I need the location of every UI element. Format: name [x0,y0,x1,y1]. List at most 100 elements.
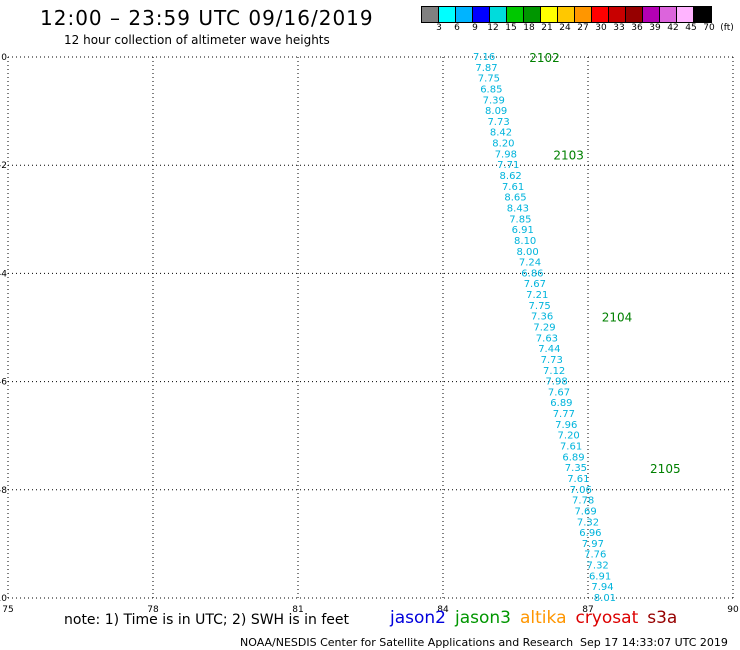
swh-value: 8.00 [516,247,538,258]
swh-value: 7.67 [524,279,546,290]
swh-value: 7.98 [545,377,567,388]
swh-value: 6.89 [550,398,572,409]
swh-value: 7.75 [529,301,551,312]
swh-value: 7.16 [473,52,495,63]
mission-label-jason2: jason2 [390,608,446,628]
color-scale-labels: 3 6 9 12 15 18 21 24 27 30 33 36 39 42 45 70 (ft) [421,23,740,35]
swh-value: 7.73 [541,355,563,366]
pass-time-label: 2105 [650,462,681,476]
x-tick-label: 87 [582,605,593,615]
swh-value: 7.77 [553,409,575,420]
axis-labels: 75 78 81 84 87 90 0 -2 -4 -6 -8 -10 [0,53,739,615]
x-tick-label: 81 [292,605,303,615]
color-scale-label: 12 [487,23,499,33]
mission-label-s3a: s3a [647,608,678,628]
color-scale-label: 70 [703,23,715,33]
swh-value: 7.12 [543,366,565,377]
credit-text: NOAA/NESDIS Center for Satellite Applica… [240,636,574,649]
x-tick-label: 84 [437,605,449,615]
color-scale-label: 33 [613,23,625,33]
color-scale-legend [421,6,712,23]
swh-value: 6.86 [521,268,543,279]
pass-time-label: 2102 [529,51,560,65]
swh-value: 6.91 [589,571,611,582]
swh-value: 7.29 [533,323,555,334]
color-swatch [694,7,711,22]
swh-value: 8.09 [485,106,507,117]
swh-value: 7.35 [565,463,587,474]
color-swatch [677,7,694,22]
swh-value: 7.61 [502,182,524,193]
swh-value: 7.94 [591,582,613,593]
color-swatch [626,7,643,22]
pass-time-labels: 2102 2103 2104 2105 [529,51,680,476]
swh-value: 6.91 [512,225,534,236]
pass-time-label: 2103 [553,148,584,162]
swh-value: 7.21 [526,290,548,301]
x-tick-label: 78 [147,605,159,615]
swh-value: 7.78 [572,496,594,507]
x-tick-label: 90 [727,605,739,615]
color-swatch [541,7,558,22]
color-scale-label: 45 [685,23,697,33]
swh-value: 8.42 [490,128,512,139]
color-scale-label: (ft) [720,23,734,33]
swh-value: 7.39 [483,95,505,106]
color-scale-label: 39 [649,23,661,33]
swh-value: 8.43 [507,203,529,214]
swh-value: 6.89 [562,452,584,463]
color-scale-label: 21 [541,23,553,33]
swh-value: 7.32 [587,561,609,572]
swh-value: 7.36 [531,312,553,323]
mission-label-altika: altika [520,608,567,628]
swh-value: 7.96 [555,420,577,431]
color-scale-label: 18 [523,23,535,33]
color-scale-label: 3 [436,23,442,33]
x-tick-label: 75 [2,605,13,615]
color-swatch [558,7,575,22]
swh-value: 7.06 [570,485,592,496]
color-swatch [660,7,677,22]
swh-value: 7.71 [497,160,519,171]
color-swatch [609,7,626,22]
color-scale-label: 42 [667,23,679,33]
y-tick-label: -2 [0,161,7,171]
color-scale-label: 30 [595,23,607,33]
timestamp-text: Sep 17 14:33:07 UTC 2019 [580,636,728,649]
swh-value: 7.61 [560,442,582,453]
mission-label-cryosat: cryosat [575,608,639,628]
swh-value: 8.10 [514,236,536,247]
y-tick-label: 0 [1,53,7,63]
color-swatch [422,7,439,22]
color-swatch [507,7,524,22]
map-grid [7,56,734,599]
swh-value: 7.63 [536,333,558,344]
swh-value: 7.67 [548,387,570,398]
y-tick-label: -4 [0,269,7,279]
color-scale-label: 6 [454,23,460,33]
color-swatch [592,7,609,22]
color-swatch [473,7,490,22]
color-swatch [524,7,541,22]
note-text: note: 1) Time is in UTC; 2) SWH is in fe… [64,612,350,628]
color-scale-label: 24 [559,23,571,33]
swh-value: 7.85 [509,214,531,225]
color-swatch [456,7,473,22]
page-subtitle: 12 hour collection of altimeter wave hei… [64,33,330,47]
y-tick-label: -8 [0,486,7,496]
swh-value: 7.98 [495,149,517,160]
color-swatch [490,7,507,22]
color-swatch [575,7,592,22]
swh-value: 7.75 [478,74,500,85]
swh-value: 7.44 [538,344,560,355]
swh-value: 7.69 [574,506,596,517]
y-tick-label: -10 [0,594,7,604]
mission-legend: jason2 jason3 altika cryosat s3a [390,608,686,628]
color-scale-label: 36 [631,23,643,33]
swh-value: 7.32 [577,517,599,528]
pass-time-label: 2104 [602,311,633,325]
swh-value: 8.65 [504,193,526,204]
swh-value: 6.85 [480,84,502,95]
color-scale-label: 15 [505,23,517,33]
